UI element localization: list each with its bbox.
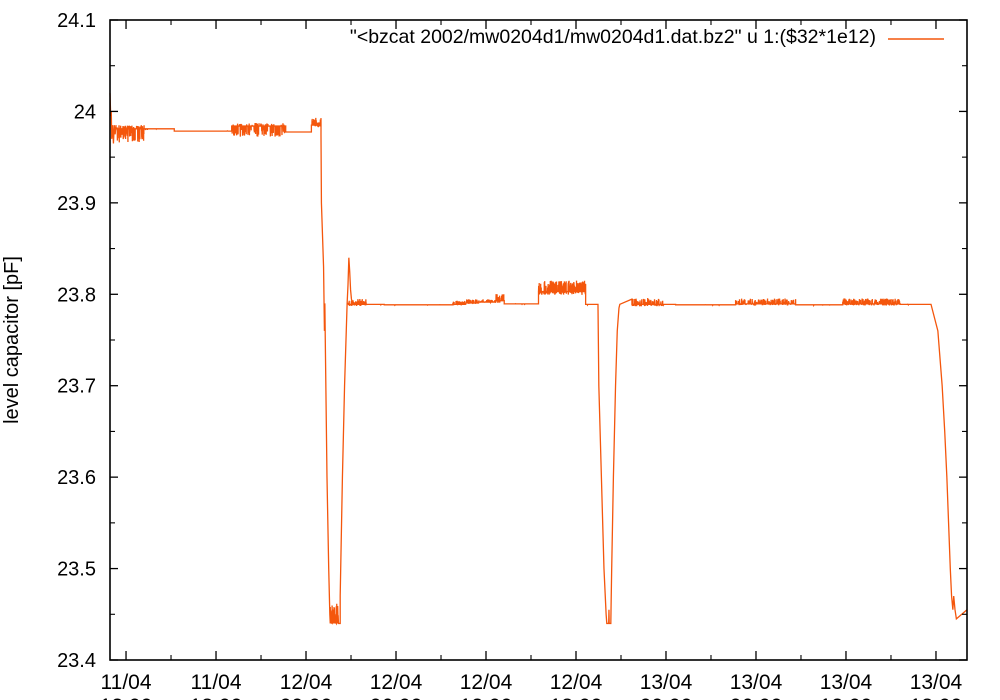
svg-text:00:00: 00:00 bbox=[280, 695, 333, 700]
svg-text:24: 24 bbox=[74, 101, 96, 123]
svg-text:24.1: 24.1 bbox=[57, 10, 96, 32]
svg-text:11/04: 11/04 bbox=[101, 671, 152, 694]
svg-text:12/04: 12/04 bbox=[550, 671, 603, 694]
svg-text:level capacitor [pF]: level capacitor [pF] bbox=[1, 256, 23, 424]
svg-text:12/04: 12/04 bbox=[280, 671, 333, 694]
svg-text:00:00: 00:00 bbox=[640, 695, 693, 700]
svg-text:18:00: 18:00 bbox=[910, 695, 963, 700]
svg-text:06:00: 06:00 bbox=[730, 695, 783, 700]
svg-text:12:00: 12:00 bbox=[100, 695, 153, 700]
svg-text:18:00: 18:00 bbox=[190, 695, 243, 700]
svg-text:23.6: 23.6 bbox=[57, 467, 96, 489]
svg-text:12:00: 12:00 bbox=[820, 695, 873, 700]
svg-text:23.8: 23.8 bbox=[57, 284, 96, 306]
svg-text:13/04: 13/04 bbox=[820, 671, 873, 694]
svg-text:23.7: 23.7 bbox=[57, 376, 96, 398]
svg-text:"<bzcat 2002/mw0204d1/mw0204d1: "<bzcat 2002/mw0204d1/mw0204d1.dat.bz2" … bbox=[350, 26, 876, 48]
svg-text:13/04: 13/04 bbox=[640, 671, 693, 694]
svg-text:13/04: 13/04 bbox=[730, 671, 783, 694]
svg-text:12/04: 12/04 bbox=[460, 671, 513, 694]
svg-text:12/04: 12/04 bbox=[370, 671, 423, 694]
svg-text:13/04: 13/04 bbox=[910, 671, 963, 694]
svg-text:23.5: 23.5 bbox=[57, 559, 96, 581]
svg-text:23.9: 23.9 bbox=[57, 193, 96, 215]
svg-text:11/04: 11/04 bbox=[191, 671, 242, 694]
svg-text:23.4: 23.4 bbox=[57, 650, 96, 672]
svg-text:12:00: 12:00 bbox=[460, 695, 513, 700]
svg-text:18:00: 18:00 bbox=[550, 695, 603, 700]
svg-text:06:00: 06:00 bbox=[370, 695, 423, 700]
